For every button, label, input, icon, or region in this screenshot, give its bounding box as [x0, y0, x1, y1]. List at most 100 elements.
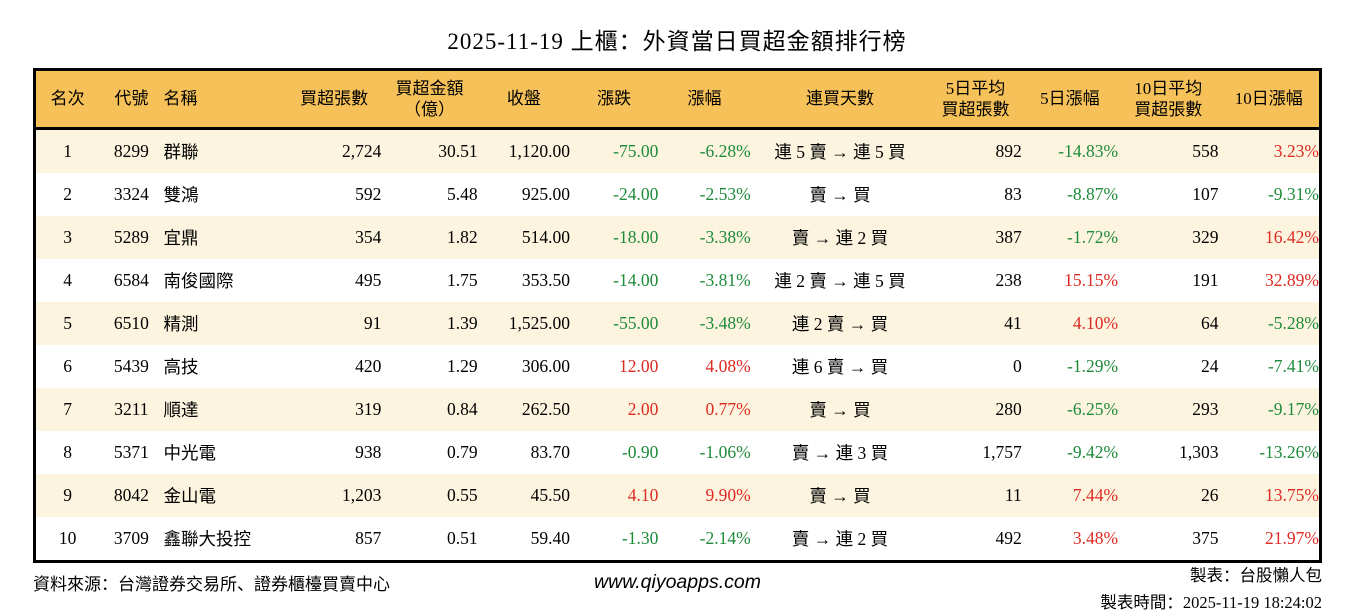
- cell-chg10: -13.26%: [1259, 442, 1319, 462]
- table-row: 10 3709 鑫聯大投控 857 0.51 59.40 -1.30 -2.14% 賣 → 連 …: [34, 517, 1321, 562]
- cell-change: -18.00: [613, 227, 659, 247]
- cell-streak: 賣 → 買: [809, 486, 871, 506]
- column-header-buy_amount: 買超金額 （億）: [381, 69, 478, 130]
- cell-buy_lots: 857: [355, 528, 382, 548]
- cell-buy_lots: 420: [355, 356, 382, 376]
- cell-change: -24.00: [613, 184, 659, 204]
- cell-avg5: 238: [995, 270, 1022, 290]
- column-header-close: 收盤: [477, 69, 571, 130]
- credits: 製表：台股懶人包 製表時間：2025-11-19 18:24:02: [761, 562, 1322, 616]
- cell-close: 514.00: [521, 227, 571, 247]
- cell-rank: 9: [63, 485, 72, 505]
- cell-buy_amount: 30.51: [438, 141, 478, 161]
- cell-change: -14.00: [613, 270, 659, 290]
- cell-change_pct: -3.81%: [699, 270, 751, 290]
- cell-chg5: 3.48%: [1072, 528, 1119, 548]
- cell-close: 45.50: [530, 485, 571, 505]
- cell-buy_amount: 1.75: [447, 270, 478, 290]
- cell-change: -1.30: [621, 528, 659, 548]
- cell-chg5: -1.29%: [1067, 356, 1119, 376]
- cell-change_pct: -3.48%: [699, 313, 751, 333]
- cell-chg10: -7.41%: [1267, 356, 1319, 376]
- cell-change: 12.00: [618, 356, 659, 376]
- cell-buy_lots: 319: [355, 399, 382, 419]
- column-header-avg5: 5日平均 買超張數: [929, 69, 1022, 130]
- cell-streak: 賣 → 買: [809, 400, 871, 420]
- cell-code: 5289: [113, 227, 149, 247]
- ranking-table: 名次 代號 名稱 買超張數 買超金額 （億） 收盤 漲跌 漲幅 連買天數 5日平均 買超張數 5日漲…: [33, 68, 1322, 563]
- column-header-name: 名稱: [163, 69, 287, 130]
- page-title: 2025-11-19 上櫃：外資當日買超金額排行榜: [447, 29, 907, 54]
- cell-streak: 賣 → 連 2 買: [791, 228, 889, 248]
- cell-avg10: 375: [1192, 528, 1219, 548]
- cell-buy_amount: 0.84: [447, 399, 478, 419]
- cell-streak: 連 6 賣 → 買: [791, 357, 889, 377]
- cell-close: 353.50: [521, 270, 571, 290]
- cell-name: 精測: [163, 314, 199, 334]
- cell-chg10: 21.97%: [1265, 528, 1319, 548]
- cell-buy_lots: 354: [355, 227, 382, 247]
- cell-avg10: 329: [1192, 227, 1219, 247]
- cell-name: 宜鼎: [163, 228, 199, 248]
- cell-avg10: 24: [1200, 356, 1219, 376]
- cell-buy_lots: 592: [355, 184, 382, 204]
- column-header-change_pct: 漲幅: [658, 69, 751, 130]
- cell-buy_amount: 1.29: [447, 356, 478, 376]
- cell-close: 83.70: [530, 442, 571, 462]
- cell-rank: 3: [63, 227, 72, 247]
- column-header-buy_lots: 買超張數: [286, 69, 382, 130]
- cell-avg10: 1,303: [1179, 442, 1219, 462]
- cell-change: -0.90: [621, 442, 659, 462]
- cell-change_pct: -3.38%: [699, 227, 751, 247]
- cell-change_pct: 0.77%: [705, 399, 751, 419]
- header-row: 名次 代號 名稱 買超張數 買超金額 （億） 收盤 漲跌 漲幅 連買天數 5日平均 買超張數 5日漲…: [34, 69, 1321, 130]
- cell-chg5: -1.72%: [1067, 227, 1119, 247]
- cell-buy_lots: 2,724: [341, 141, 382, 161]
- cell-avg5: 492: [995, 528, 1022, 548]
- cell-rank: 10: [58, 528, 77, 548]
- cell-streak: 賣 → 連 2 買: [791, 529, 889, 549]
- cell-close: 306.00: [521, 356, 571, 376]
- cell-chg10: 3.23%: [1273, 141, 1319, 161]
- website-url: www.qiyoapps.com: [594, 571, 761, 593]
- cell-avg10: 64: [1200, 313, 1219, 333]
- table-row: 3 5289 宜鼎 354 1.82 514.00 -18.00 -3.38% 賣 → 連 2 …: [34, 216, 1321, 259]
- table-row: 9 8042 金山電 1,203 0.55 45.50 4.10 9.90% 賣 → 買 11 7.…: [34, 474, 1321, 517]
- cell-name: 雙鴻: [163, 185, 199, 205]
- table-body: 1 8299 群聯 2,724 30.51 1,120.00 -75.00 -6.28% 連 5…: [34, 128, 1321, 562]
- cell-close: 1,525.00: [508, 313, 571, 333]
- cell-buy_amount: 0.79: [447, 442, 478, 462]
- column-header-avg10: 10日平均 買超張數: [1118, 69, 1219, 130]
- cell-rank: 5: [63, 313, 72, 333]
- cell-avg10: 107: [1192, 184, 1219, 204]
- cell-rank: 4: [63, 270, 72, 290]
- cell-buy_amount: 0.51: [447, 528, 478, 548]
- cell-close: 1,120.00: [508, 141, 571, 161]
- cell-code: 8299: [113, 141, 149, 161]
- cell-streak: 賣 → 連 3 買: [791, 443, 889, 463]
- cell-avg5: 1,757: [982, 442, 1022, 462]
- cell-chg10: 16.42%: [1265, 227, 1319, 247]
- table-row: 6 5439 高技 420 1.29 306.00 12.00 4.08% 連 6 賣 → 買 0…: [34, 345, 1321, 388]
- column-header-code: 代號: [99, 69, 164, 130]
- cell-change_pct: -2.14%: [699, 528, 751, 548]
- cell-rank: 8: [63, 442, 72, 462]
- cell-name: 高技: [163, 357, 199, 377]
- table-header: 名次 代號 名稱 買超張數 買超金額 （億） 收盤 漲跌 漲幅 連買天數 5日平均 買超張數 5日漲…: [34, 69, 1321, 130]
- cell-buy_lots: 495: [355, 270, 382, 290]
- made-time-label: 製表時間：2025-11-19 18:24:02: [1100, 593, 1322, 612]
- cell-chg5: 15.15%: [1064, 270, 1119, 290]
- cell-rank: 6: [63, 356, 72, 376]
- cell-streak: 連 2 賣 → 買: [791, 314, 889, 334]
- cell-chg5: 4.10%: [1072, 313, 1119, 333]
- cell-name: 鑫聯大投控: [163, 529, 251, 549]
- cell-name: 南俊國際: [163, 271, 234, 291]
- cell-code: 8042: [113, 485, 149, 505]
- column-header-rank: 名次: [34, 69, 100, 130]
- cell-name: 群聯: [163, 142, 199, 162]
- table-row: 7 3211 順達 319 0.84 262.50 2.00 0.77% 賣 → 買 280 -6.…: [34, 388, 1321, 431]
- cell-streak: 賣 → 買: [809, 185, 871, 205]
- cell-buy_lots: 1,203: [341, 485, 382, 505]
- cell-chg10: -9.17%: [1267, 399, 1319, 419]
- cell-change: -75.00: [613, 141, 659, 161]
